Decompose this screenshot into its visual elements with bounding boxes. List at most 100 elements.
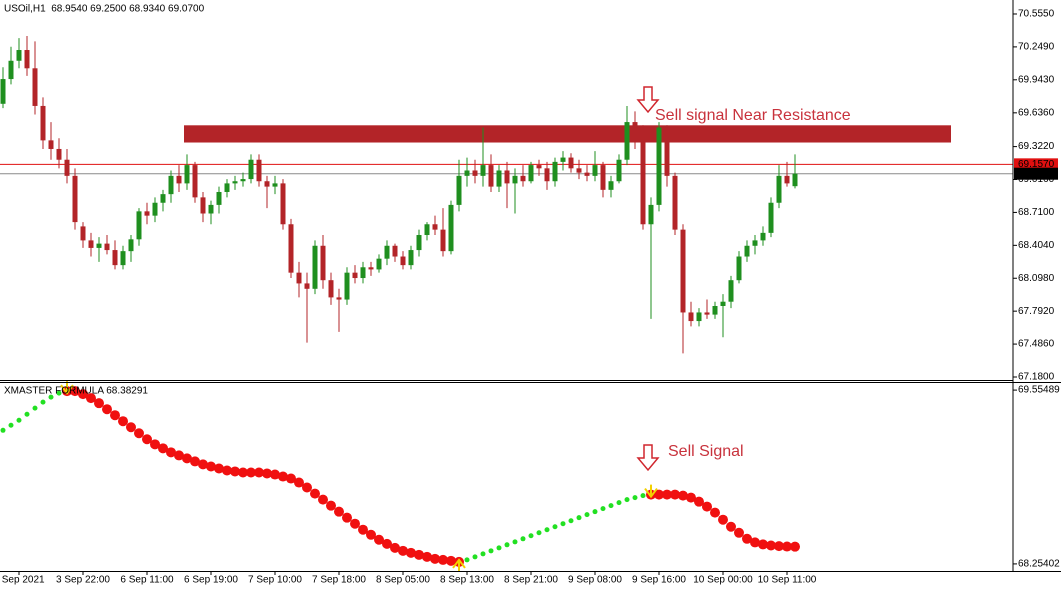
- indicator-dot: [286, 473, 296, 484]
- candle-body: [184, 165, 190, 184]
- candle-body: [496, 170, 502, 187]
- candle-body: [256, 159, 262, 182]
- candle-body: [112, 250, 118, 266]
- indicator-dot: [150, 439, 160, 450]
- indicator-dot: [782, 541, 792, 552]
- candle-body: [528, 165, 534, 182]
- indicator-dot: [654, 489, 664, 500]
- candle-body: [56, 148, 62, 160]
- candle-body: [768, 202, 774, 233]
- x-tick-label: 9 Sep 08:00: [568, 575, 622, 586]
- indicator-dot: [174, 450, 184, 461]
- indicator-dot: [552, 524, 558, 530]
- candle-body: [200, 197, 206, 214]
- x-tick-label: 3 Sep 22:00: [56, 575, 110, 586]
- indicator-dot: [750, 537, 760, 548]
- indicator-dot: [640, 493, 646, 499]
- candle-body: [32, 68, 38, 106]
- candle-body: [736, 256, 742, 281]
- x-tick-label: 6 Sep 11:00: [120, 575, 174, 586]
- candle-body: [136, 211, 142, 240]
- candle-body: [560, 157, 566, 162]
- annotation: Sell Signal: [668, 443, 744, 460]
- indicator-dot: [334, 506, 344, 517]
- indicator-dot: [726, 521, 736, 532]
- x-tick-label: 9 Sep 16:00: [632, 575, 686, 586]
- indicator-dot: [398, 545, 408, 556]
- candle-body: [720, 301, 726, 307]
- indicator-dot: [568, 518, 574, 524]
- indicator-dot: [142, 434, 152, 445]
- candle-body: [320, 245, 326, 281]
- indicator-dot: [632, 495, 638, 501]
- candle-body: [400, 256, 406, 266]
- candle-body: [88, 240, 94, 248]
- candle-body: [0, 79, 6, 104]
- indicator-dot: [262, 468, 272, 479]
- indicator-dot: [32, 405, 38, 411]
- signal-arrow: [60, 381, 74, 395]
- candle-body: [232, 181, 238, 184]
- indicator-dot: [182, 453, 192, 464]
- candle-body: [592, 165, 598, 176]
- candle-body: [128, 239, 134, 252]
- sell-arrow: [636, 444, 660, 472]
- indicator-dot: [56, 390, 62, 396]
- y-tick-label: 68.7100: [1018, 207, 1055, 218]
- indicator-dot: [560, 521, 566, 527]
- indicator-dot: [774, 541, 784, 552]
- y-tick-label: 70.2490: [1018, 42, 1055, 53]
- candle-body: [616, 159, 622, 182]
- indicator-dot: [246, 467, 256, 478]
- candle-body: [240, 179, 246, 182]
- candle-body: [392, 245, 398, 257]
- indicator-dot: [670, 489, 680, 500]
- price-label-box: [1014, 167, 1058, 180]
- indicator-dot: [366, 529, 376, 540]
- indicator-dot: [158, 443, 168, 454]
- indicator-dot: [686, 492, 696, 503]
- y-tick-label: 69.3220: [1018, 141, 1055, 152]
- candle-body: [480, 165, 486, 176]
- candle-body: [176, 175, 182, 184]
- indicator-dot: [0, 427, 6, 433]
- candle-body: [216, 191, 222, 205]
- candle-body: [648, 204, 654, 225]
- y-tick-label: 70.5550: [1018, 9, 1055, 20]
- indicator-dot: [310, 488, 320, 499]
- x-tick-label: 10 Sep 11:00: [758, 575, 817, 586]
- candle-body: [472, 170, 478, 176]
- y-tick-label: 67.1800: [1018, 372, 1055, 383]
- indicator-dot: [270, 469, 280, 480]
- indicator-dot: [382, 538, 392, 549]
- candle-body: [280, 183, 286, 225]
- indicator-dot: [790, 541, 800, 552]
- candle-body: [760, 232, 766, 241]
- candle-body: [672, 175, 678, 230]
- x-tick-label: 7 Sep 18:00: [312, 575, 366, 586]
- indicator-dot: [206, 461, 216, 472]
- candle-body: [8, 60, 14, 80]
- indicator-dot: [40, 399, 46, 405]
- candle-body: [408, 250, 414, 266]
- indicator-dot: [318, 494, 328, 505]
- candle-body: [24, 50, 30, 69]
- candle-body: [312, 245, 318, 289]
- indicator-dot: [414, 549, 424, 560]
- candle-body: [208, 204, 214, 214]
- indicator-title: XMASTER FORMULA 68.38291: [4, 386, 148, 397]
- candle-body: [520, 175, 526, 182]
- candle-body: [432, 224, 438, 230]
- candle-body: [752, 240, 758, 246]
- price-label-box: [1014, 158, 1058, 171]
- candle-body: [344, 272, 350, 300]
- signal-arrow: [644, 484, 658, 499]
- indicator-dot: [480, 551, 486, 557]
- candle-body: [168, 175, 174, 195]
- indicator-dot: [734, 527, 744, 538]
- candle-body: [568, 157, 574, 169]
- indicator-dot: [110, 410, 120, 421]
- indicator-dot: [94, 398, 104, 409]
